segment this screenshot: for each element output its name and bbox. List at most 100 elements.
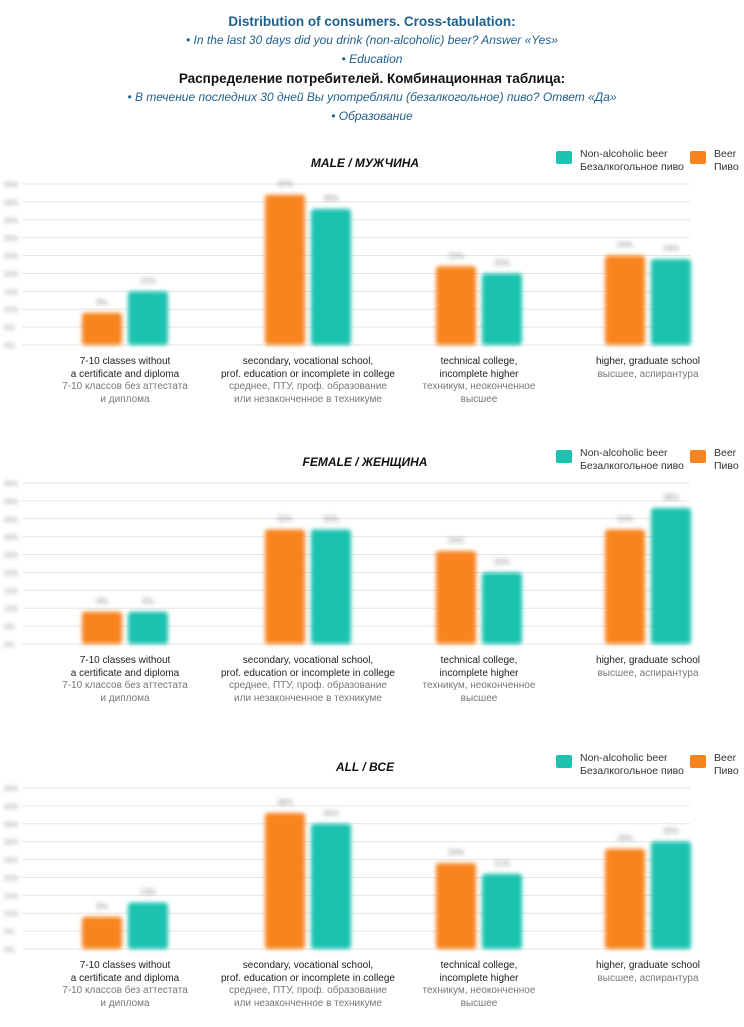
data-label: 9% [96, 298, 108, 307]
category-line-en: prof. education or incomplete in college [221, 368, 395, 380]
category-line-en: incomplete higher [439, 667, 519, 679]
category-line-ru: высшее, аспирантура [597, 667, 699, 679]
chart-title: MALE / МУЖЧИНА [310, 156, 420, 170]
legend-swatch [556, 450, 572, 463]
y-tick-label: 20% [4, 570, 18, 577]
legend-label: Beer Пиво [714, 148, 739, 174]
y-tick-label: 40% [4, 804, 18, 811]
y-tick-label: 15% [4, 893, 18, 900]
bar-beer-3 [436, 266, 476, 345]
bar-beer-4 [605, 848, 645, 949]
category-line-en: incomplete higher [439, 368, 519, 380]
bar-beer-2 [265, 529, 305, 644]
category-label-2: secondary, vocational school, prof. educa… [213, 960, 403, 1010]
legend-label: Beer Пиво [714, 447, 739, 473]
category-line-ru: среднее, ПТУ, проф. образование [229, 680, 387, 691]
y-tick-label: 25% [4, 553, 18, 560]
category-line-en: technical college, [440, 960, 518, 971]
category-line-en: higher, graduate school [596, 655, 700, 666]
category-line-en: a certificate and diploma [70, 667, 180, 679]
chart-svg-2: 0% 5% 10% 15% 20% 25% 30% 35% 40% 45% 9% 9% 32% 32% 26… [4, 481, 691, 649]
category-label-4: higher, graduate school высшее, аспиранту… [553, 960, 743, 985]
category-line-ru: и диплома [100, 393, 150, 405]
legend-label-ru: Пиво [714, 765, 739, 777]
y-tick-label: 45% [4, 182, 18, 189]
category-line-ru: высшее [460, 692, 498, 704]
category-line-en: incomplete higher [439, 972, 519, 984]
legend-swatch [556, 755, 572, 768]
data-label: 35% [323, 809, 339, 818]
legend-label-ru: Безалкогольное пиво [580, 460, 684, 472]
category-line-en: higher, graduate school [596, 960, 700, 971]
category-line-ru: техникум, неоконченное [422, 381, 536, 392]
legend-label-en: Beer [714, 148, 737, 160]
data-label: 32% [277, 515, 293, 524]
bar-nonalc-4 [651, 841, 691, 949]
category-label-4: higher, graduate school высшее, аспиранту… [553, 655, 743, 680]
title-en: Distribution of consumers. Cross-tabulat… [228, 14, 516, 29]
y-tick-label: 30% [4, 535, 18, 542]
category-line-ru: и диплома [100, 692, 150, 704]
y-tick-label: 0% [4, 343, 14, 350]
data-label: 32% [323, 515, 339, 524]
category-line-en: 7-10 classes without [79, 960, 171, 971]
y-tick-label: 30% [4, 840, 18, 847]
category-line-ru: или незаконченное в техникуме [234, 692, 382, 704]
category-line-ru: техникум, неоконченное [422, 680, 536, 691]
data-label: 42% [277, 180, 293, 189]
bar-beer-4 [605, 255, 645, 345]
category-label-3: technical college, incomplete higher техни… [384, 655, 574, 705]
bar-nonalc-3 [482, 572, 522, 644]
y-tick-label: 30% [4, 236, 18, 243]
chart-svg-3: 0% 5% 10% 15% 20% 25% 30% 35% 40% 45% 9% 13% 38% 35% 2… [4, 786, 691, 954]
bar-nonalc-1 [128, 902, 168, 949]
y-tick-label: 20% [4, 875, 18, 882]
chart-title: ALL / ВСЕ [335, 760, 395, 774]
y-tick-label: 10% [4, 606, 18, 613]
y-tick-label: 5% [4, 325, 14, 332]
question2-ru: • Образование [331, 109, 413, 123]
category-line-ru: среднее, ПТУ, проф. образование [229, 381, 387, 392]
category-label-2: secondary, vocational school, prof. educa… [213, 655, 403, 705]
bar-beer-2 [265, 813, 305, 949]
data-label: 26% [448, 536, 464, 545]
bar-nonalc-2 [311, 529, 351, 644]
data-label: 20% [494, 557, 510, 566]
y-tick-label: 0% [4, 947, 14, 954]
category-line-en: technical college, [440, 655, 518, 666]
category-label-3: technical college, incomplete higher техни… [384, 356, 574, 406]
legend-label: Beer Пиво [714, 752, 739, 778]
data-label: 38% [277, 798, 293, 807]
category-line-ru: высшее [460, 997, 498, 1009]
category-line-en: secondary, vocational school, [242, 356, 374, 367]
category-line-ru: высшее, аспирантура [597, 972, 699, 984]
bar-nonalc-4 [651, 259, 691, 345]
bar-nonalc-2 [311, 823, 351, 949]
category-line-en: secondary, vocational school, [242, 960, 374, 971]
bar-beer-1 [82, 916, 122, 949]
y-tick-label: 45% [4, 786, 18, 793]
category-line-en: a certificate and diploma [70, 368, 180, 380]
bar-beer-1 [82, 611, 122, 644]
bar-nonalc-2 [311, 209, 351, 345]
category-line-ru: или незаконченное в техникуме [234, 393, 382, 405]
title-ru: Распределение потребителей. Комбинационн… [178, 71, 566, 86]
data-label: 25% [617, 241, 633, 250]
legend-label-en: Beer [714, 752, 737, 764]
category-line-ru: высшее, аспирантура [597, 368, 699, 380]
question2-en: • Education [341, 52, 403, 66]
data-label: 20% [494, 258, 510, 267]
bar-beer-3 [436, 863, 476, 949]
data-label: 22% [448, 251, 464, 260]
y-tick-label: 25% [4, 254, 18, 261]
bar-beer-4 [605, 529, 645, 644]
category-line-en: a certificate and diploma [70, 972, 180, 984]
legend-label: Non-alcoholic beer Безалкогольное пиво [580, 752, 684, 778]
y-tick-label: 35% [4, 517, 18, 524]
data-label: 38% [663, 493, 679, 502]
data-label: 21% [494, 859, 510, 868]
category-line-ru: или незаконченное в техникуме [234, 997, 382, 1009]
y-tick-label: 15% [4, 289, 18, 296]
category-line-en: 7-10 classes without [79, 655, 171, 666]
question1-en: • In the last 30 days did you drink (non… [186, 33, 558, 47]
